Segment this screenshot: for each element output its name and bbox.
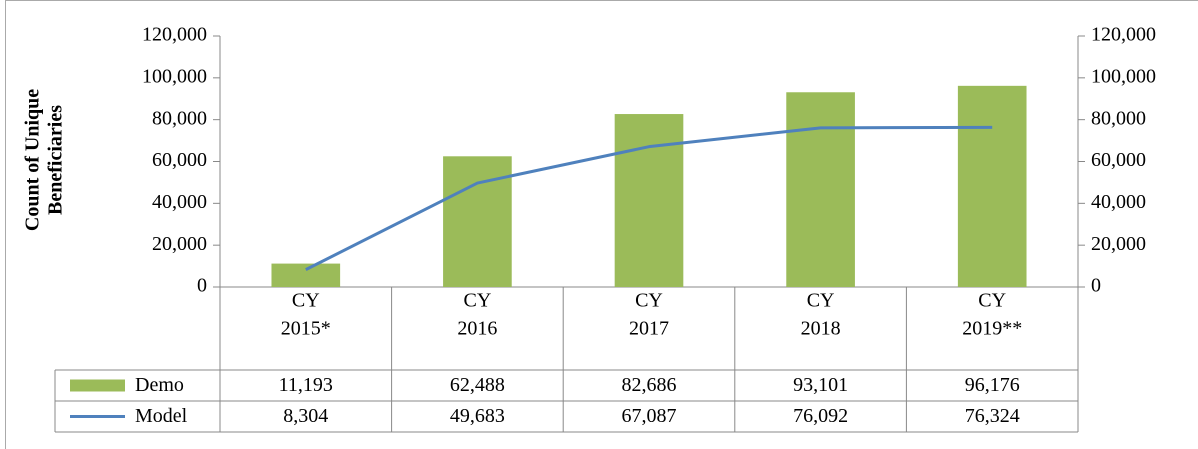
y-axis-title-line: Count of Unique [22, 89, 44, 231]
table-value: 49,683 [450, 405, 505, 427]
tick-label: 120,000 [1091, 24, 1156, 46]
x-tick-label: 2017 [629, 318, 669, 340]
tick-label: 20,000 [152, 233, 207, 255]
bar [614, 114, 684, 287]
tick-label: 60,000 [1091, 149, 1146, 171]
x-tick-label: CY [464, 290, 492, 312]
chart-frame [5, 0, 1198, 449]
table-value: 76,324 [965, 405, 1020, 427]
tick-label: 20,000 [1091, 233, 1146, 255]
tick-label: 80,000 [152, 107, 207, 129]
x-tick-label: CY [635, 290, 663, 312]
x-tick-label: 2016 [457, 318, 497, 340]
tick-label: 120,000 [142, 24, 207, 46]
tick-label: 0 [197, 275, 207, 297]
tick-label: 60,000 [152, 149, 207, 171]
legend-swatch [70, 379, 125, 392]
bar [271, 263, 341, 287]
x-tick-label: CY [978, 290, 1006, 312]
legend-label: Model [135, 405, 188, 427]
table-value: 62,488 [450, 374, 505, 396]
table-value: 67,087 [622, 405, 677, 427]
y-axis-title: Count of Unique Beneficiaries [22, 89, 67, 231]
bar [957, 85, 1027, 287]
bar [443, 156, 512, 287]
legend-label: Demo [135, 374, 184, 396]
tick-label: 80,000 [1091, 107, 1146, 129]
line [305, 125, 993, 271]
table-value: 96,176 [965, 374, 1020, 396]
bar [786, 92, 855, 288]
x-tick-label: 2018 [801, 318, 841, 340]
table-value: 93,101 [793, 374, 848, 396]
tick-label: 0 [1091, 275, 1101, 297]
table-value: 76,092 [793, 405, 848, 427]
tick-label: 100,000 [142, 65, 207, 87]
y-axis-title-line: Beneficiaries [45, 105, 67, 215]
x-tick-label: 2019** [962, 318, 1022, 340]
tick-label: 40,000 [1091, 191, 1146, 213]
tick-label: 40,000 [152, 191, 207, 213]
table-value: 82,686 [622, 374, 677, 396]
table-value: 8,304 [283, 405, 328, 427]
tick-label: 100,000 [1091, 65, 1156, 87]
table-value: 11,193 [279, 374, 333, 396]
x-tick-label: CY [292, 290, 320, 312]
x-tick-label: 2015* [281, 318, 331, 340]
x-tick-label: CY [807, 290, 835, 312]
